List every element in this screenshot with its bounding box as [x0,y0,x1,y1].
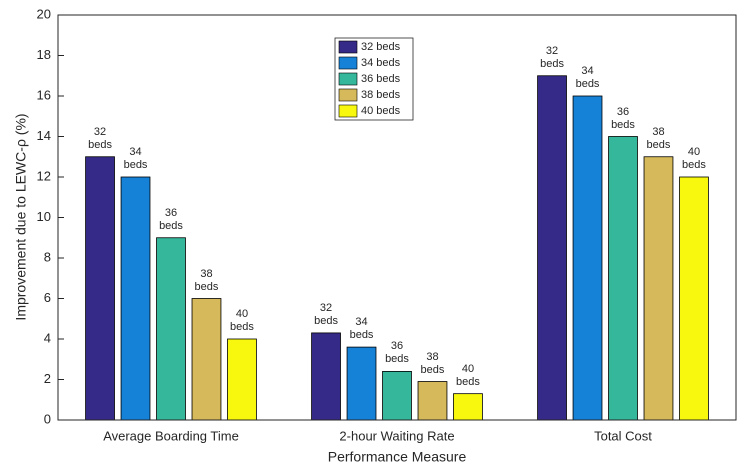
data-label: 32 beds [314,301,338,327]
data-label: 36 beds [385,340,409,366]
bar [191,298,222,421]
bar [453,393,483,421]
data-label: 40 beds [456,362,480,388]
bar [537,75,567,421]
data-label: 38 beds [646,125,671,151]
x-tick-label: Total Cost [594,428,652,443]
legend-label: 38 beds [361,89,401,101]
data-label: 36 beds [611,105,635,131]
bar [227,338,257,421]
y-tick-label: 12 [37,168,51,183]
legend-label: 34 beds [361,57,401,69]
legend-swatch [338,88,358,102]
legend-swatch [338,72,358,86]
legend-label: 40 beds [361,105,401,117]
y-tick-label: 6 [44,290,51,305]
legend-label: 32 beds [361,41,401,53]
data-label: 38 beds [420,350,445,376]
bar [679,176,709,421]
y-tick-label: 14 [37,128,51,143]
legend-swatch [338,56,358,70]
y-tick-label: 8 [44,249,51,264]
y-axis-label: Improvement due to LEWC-ρ (%) [13,113,29,320]
bar [311,332,341,421]
data-label: 38 beds [194,267,219,293]
bar [156,237,186,421]
y-tick-label: 4 [44,330,51,345]
data-label: 34 beds [575,65,600,90]
y-tick-label: 18 [37,47,51,62]
bar [608,136,638,421]
x-tick-label: Average Boarding Time [103,428,239,443]
y-tick-label: 20 [37,6,51,21]
legend-label: 36 beds [361,73,401,85]
data-label: 40 beds [682,146,706,171]
data-label: 32 beds [540,44,564,70]
x-tick-label: 2-hour Waiting Rate [339,428,454,443]
axes-box [57,14,737,421]
bar [382,370,412,421]
legend-swatch [338,104,358,118]
bar [417,381,448,421]
bar [85,156,115,421]
bar [120,176,151,421]
data-label: 40 beds [230,308,254,333]
data-label: 32 beds [88,125,112,151]
bar [643,156,674,421]
y-tick-label: 16 [37,87,51,102]
data-label: 36 beds [159,206,183,232]
x-axis-label: Performance Measure [328,449,467,465]
data-label: 34 beds [349,316,374,342]
y-tick-label: 10 [37,209,51,224]
legend-swatch [338,40,358,54]
y-tick-label: 0 [44,411,51,426]
bar [346,346,377,421]
y-tick-label: 2 [44,371,51,386]
bar [572,95,603,421]
data-label: 34 beds [123,146,148,171]
